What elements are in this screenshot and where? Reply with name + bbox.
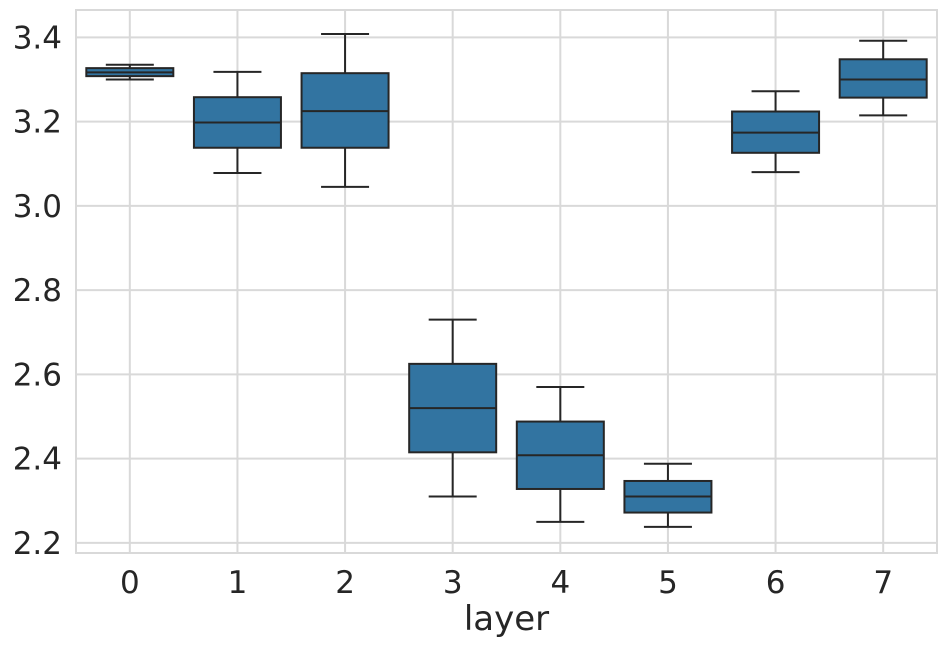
x-axis-title: layer <box>464 599 549 639</box>
x-tick-label: 6 <box>766 565 786 601</box>
x-tick-label: 7 <box>873 565 893 601</box>
y-tick-label: 2.4 <box>13 442 62 478</box>
x-tick-label: 3 <box>443 565 463 601</box>
x-tick-label: 4 <box>550 565 570 601</box>
x-tick-label: 5 <box>658 565 678 601</box>
y-tick-label: 3.2 <box>13 105 62 141</box>
plot-area <box>76 10 937 553</box>
y-tick-label: 2.2 <box>13 526 62 562</box>
y-tick-label: 2.8 <box>13 273 62 309</box>
x-tick-label: 0 <box>120 565 140 601</box>
plot-border <box>75 9 938 554</box>
box-layer-7 <box>838 58 928 99</box>
y-tick-label: 3.4 <box>13 20 62 56</box>
y-tick-label: 2.6 <box>13 357 62 393</box>
x-tick-label: 2 <box>335 565 355 601</box>
x-tick-label: 1 <box>228 565 248 601</box>
y-tick-label: 3.0 <box>13 189 62 225</box>
